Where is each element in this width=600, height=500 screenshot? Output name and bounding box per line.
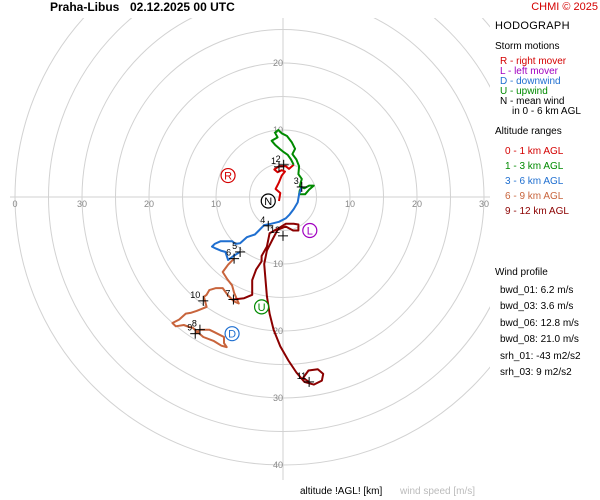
storm-marker-ring: [220, 167, 236, 184]
y-tick-label: 20: [273, 58, 283, 68]
altitude-range-item: 9 - 12 km AGL: [505, 206, 569, 217]
storm-motion-item: U - upwind: [500, 86, 548, 97]
height-mark-label: 5: [232, 241, 237, 251]
altitude-ranges-title: Altitude ranges: [495, 126, 562, 137]
height-mark-label: 9: [187, 323, 192, 333]
grid-group: 0 30 20 10 10 20 30 20 10 10 20 30 40: [10, 18, 490, 480]
storm-motion-item: R - right mover: [500, 56, 567, 67]
storm-motion-item: in 0 - 6 km AGL: [512, 106, 581, 117]
storm-marker-ring: [260, 193, 276, 209]
wind-profile-item: bwd_06: 12.8 m/s: [500, 318, 579, 329]
wind-profile-item: srh_01: -43 m2/s2: [500, 351, 581, 362]
altitude-axis-note: altitude !AGL! [km]: [300, 486, 383, 497]
y-tick-label: 40: [273, 460, 283, 470]
wind-profile-item: bwd_01: 6.2 m/s: [500, 285, 574, 296]
wind-profile-item: bwd_03: 3.6 m/s: [500, 301, 574, 312]
height-mark-label: 3: [294, 176, 299, 186]
sounding-datetime: 02.12.2025 00 UTC: [130, 0, 235, 14]
credit-label: CHMI © 2025: [531, 1, 598, 13]
x-tick-label: 20: [412, 199, 422, 209]
y-tick-label: 30: [273, 393, 283, 403]
storm-marker-ring: [302, 222, 318, 239]
height-mark-label: 10: [190, 290, 200, 300]
storm-motions-title: Storm motions: [495, 41, 560, 52]
height-mark-label: 12: [270, 225, 280, 235]
altitude-range-item: 3 - 6 km AGL: [505, 176, 564, 187]
hodograph-segment: [270, 129, 315, 196]
altitude-range-item: 0 - 1 km AGL: [505, 146, 564, 157]
altitude-range-item: 1 - 3 km AGL: [505, 161, 564, 172]
storm-motion-item: L - left mover: [500, 66, 558, 77]
storm-marker-letter: R: [224, 171, 232, 183]
y-tick-label: 10: [273, 259, 283, 269]
storm-motion-item: D - downwind: [500, 76, 561, 87]
x-tick-label: 0: [12, 199, 17, 209]
x-tick-label: 10: [345, 199, 355, 209]
hodograph-segment: [233, 222, 325, 386]
speed-axis-note: wind speed [m/s]: [400, 486, 476, 497]
height-mark-label: 8: [192, 319, 197, 329]
storm-marker-letter: N: [264, 196, 272, 208]
storm-marker-ring: [224, 326, 240, 342]
y-tick-label: 20: [273, 326, 283, 336]
height-mark-label: 4: [260, 215, 265, 225]
height-mark-label: 7: [225, 289, 230, 299]
wind-profile-item: bwd_08: 21.0 m/s: [500, 334, 579, 345]
hodograph-segment: [211, 186, 303, 261]
height-mark-label: 11: [297, 371, 306, 381]
storm-marker-letter: L: [307, 226, 313, 238]
panel-title: HODOGRAPH: [495, 20, 570, 32]
storm-marker-ring: [253, 299, 270, 315]
storm-motion-item: N - mean wind: [500, 96, 565, 107]
wind-profile-title: Wind profile: [495, 267, 548, 278]
height-mark-label: 2: [276, 154, 281, 164]
x-tick-label: 30: [479, 199, 489, 209]
storm-marker-letter: U: [258, 302, 266, 314]
hodograph-segment: [273, 164, 295, 202]
x-tick-label: 30: [77, 199, 87, 209]
height-mark-label: 6: [226, 248, 231, 258]
height-mark-label: 1: [271, 156, 276, 166]
station-name: Praha-Libus: [50, 0, 120, 14]
x-tick-label: 20: [144, 199, 154, 209]
storm-marker-letter: D: [228, 329, 236, 341]
altitude-range-item: 6 - 9 km AGL: [505, 191, 564, 202]
x-tick-label: 10: [211, 199, 221, 209]
wind-profile-item: srh_03: 9 m2/s2: [500, 367, 572, 378]
